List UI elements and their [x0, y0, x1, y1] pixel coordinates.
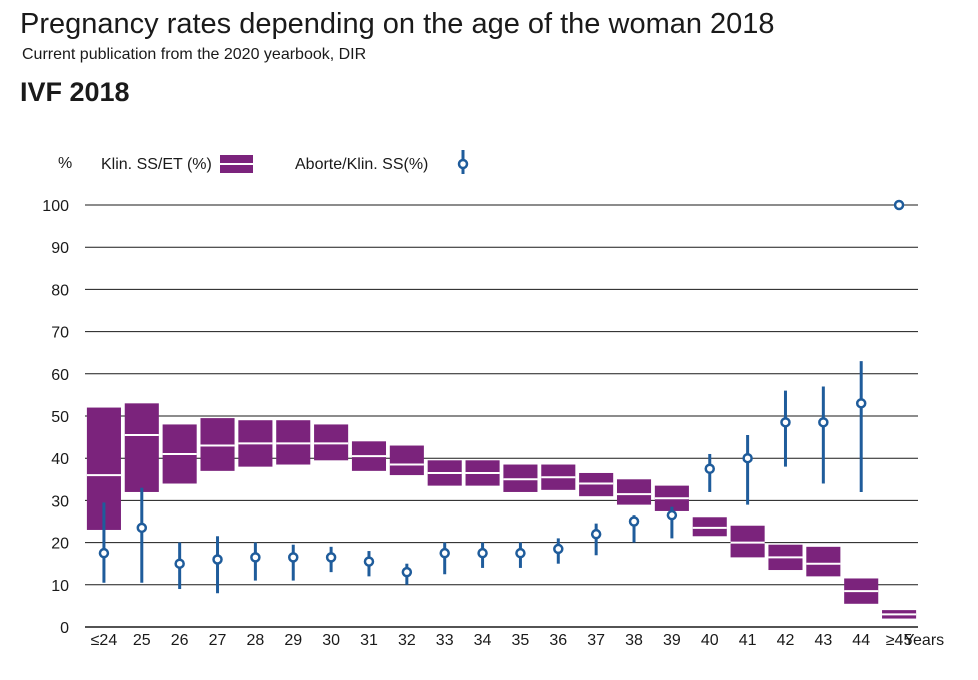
x-tick-label: ≥45 — [886, 632, 913, 649]
y-axis: % 0 10 20 30 40 50 60 70 80 90 100 — [42, 155, 72, 637]
y-tick-label: 50 — [51, 409, 69, 426]
aborte-point — [666, 509, 678, 521]
legend-swatch-aborte — [457, 150, 469, 174]
y-tick-label: 80 — [51, 282, 69, 299]
x-tick-label: 34 — [474, 632, 492, 649]
x-tick-label: 30 — [322, 632, 340, 649]
y-tick-label: 60 — [51, 367, 69, 384]
series-aborte-intervals — [98, 199, 905, 594]
y-tick-label: 90 — [51, 240, 69, 257]
legend-label-aborte: Aborte/Klin. SS(%) — [295, 156, 428, 173]
y-tick-label: 70 — [51, 325, 69, 342]
aborte-point — [250, 552, 261, 563]
klin-box — [692, 517, 727, 537]
x-tick-label: 42 — [777, 632, 795, 649]
y-tick-label: 0 — [60, 620, 69, 637]
x-tick-label: 28 — [246, 632, 264, 649]
y-tick-label: 30 — [51, 493, 69, 510]
aborte-point — [98, 547, 110, 559]
aborte-point — [893, 199, 905, 211]
aborte-point — [590, 528, 602, 540]
x-tick-label: 32 — [398, 632, 416, 649]
aborte-point — [855, 398, 867, 409]
x-tick-label: 33 — [436, 632, 454, 649]
chart-heading: IVF 2018 — [20, 77, 130, 107]
y-tick-label: 40 — [51, 451, 69, 468]
aborte-point — [515, 547, 526, 559]
aborte-point — [704, 463, 715, 474]
x-tick-label: ≤24 — [91, 632, 118, 649]
aborte-point — [780, 417, 791, 428]
y-tick-label: 100 — [42, 198, 69, 215]
aborte-point — [628, 516, 640, 527]
aborte-point — [818, 417, 829, 428]
klin-box — [806, 546, 841, 577]
klin-box — [389, 445, 424, 476]
x-tick-label: 38 — [625, 632, 643, 649]
x-tick-label: 31 — [360, 632, 378, 649]
klin-box — [579, 472, 614, 497]
aborte-point — [363, 556, 375, 567]
x-tick-label: 35 — [512, 632, 530, 649]
x-axis: ≤24 25 26 27 28 29 30 31 32 33 34 35 36 37 38 39 40 41 42 4… — [85, 626, 944, 649]
y-tick-label: 20 — [51, 536, 69, 553]
aborte-point — [136, 522, 148, 534]
x-tick-label: 39 — [663, 632, 681, 649]
legend-swatch-klin — [220, 155, 253, 173]
aborte-point — [553, 543, 564, 555]
chart-title: Pregnancy rates depending on the age of … — [20, 8, 775, 40]
x-tick-label: 36 — [549, 632, 567, 649]
grid-lines — [85, 204, 918, 586]
legend-label-klin: Klin. SS/ET (%) — [101, 156, 212, 173]
x-tick-label: 27 — [209, 632, 227, 649]
chart-subtitle: Current publication from the 2020 yearbo… — [22, 46, 367, 63]
x-tick-label: 44 — [852, 632, 870, 649]
aborte-point — [174, 558, 185, 569]
klin-box — [276, 420, 311, 465]
x-tick-label: 26 — [171, 632, 189, 649]
klin-box — [616, 479, 652, 505]
x-tick-label: 25 — [133, 632, 151, 649]
x-axis-label: Years — [904, 632, 944, 649]
y-axis-label: % — [58, 155, 72, 172]
y-tick-label: 10 — [51, 578, 69, 595]
x-tick-label: 37 — [587, 632, 605, 649]
series-klin-boxes — [86, 403, 917, 619]
aborte-point — [212, 554, 223, 565]
klin-box — [314, 424, 349, 461]
aborte-point — [325, 552, 337, 563]
klin-box — [124, 403, 159, 492]
x-tick-label: 41 — [739, 632, 757, 649]
aborte-point — [742, 452, 753, 464]
aborte-point — [477, 547, 488, 559]
aborte-point — [401, 566, 413, 578]
x-tick-label: 43 — [814, 632, 832, 649]
x-tick-label: 40 — [701, 632, 719, 649]
klin-box — [200, 418, 235, 471]
aborte-point — [288, 552, 299, 563]
klin-box — [730, 525, 765, 558]
x-tick-label: 29 — [284, 632, 302, 649]
aborte-point — [439, 547, 450, 559]
klin-box — [503, 464, 538, 492]
legend: Klin. SS/ET (%) Aborte/Klin. SS(%) — [101, 150, 469, 174]
